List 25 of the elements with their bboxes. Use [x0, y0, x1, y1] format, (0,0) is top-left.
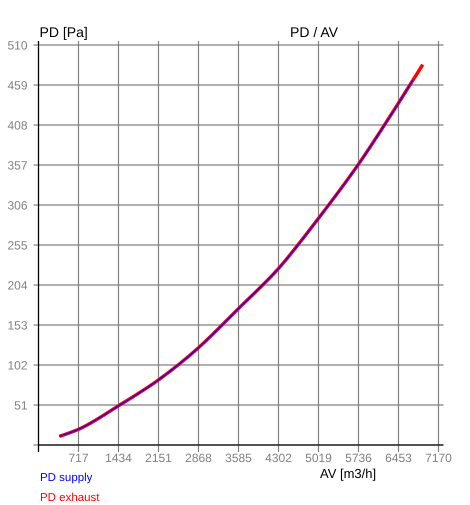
- x-tick-label: 7170: [425, 451, 452, 465]
- y-tick-label: 510: [7, 38, 28, 52]
- y-tick-label: 102: [7, 358, 28, 372]
- chart-title: PD / AV: [290, 24, 339, 40]
- x-tick-label: 5019: [305, 451, 332, 465]
- y-tick-label: 255: [7, 238, 28, 252]
- x-tick-label: 4302: [265, 451, 292, 465]
- text: PD supply: [40, 472, 93, 484]
- x-axis-title: AV [m3/h]: [320, 466, 376, 481]
- y-tick-label: 153: [7, 318, 28, 332]
- y-tick-label: 408: [7, 118, 28, 132]
- y-tick-label: 459: [7, 78, 28, 92]
- x-tick-label: 5736: [345, 451, 372, 465]
- x-tick-label: 6453: [385, 451, 412, 465]
- x-tick-label: 1434: [105, 451, 132, 465]
- text: PD exhaust: [40, 492, 100, 504]
- y-axis-title: PD [Pa]: [40, 24, 88, 40]
- y-tick-label: 204: [7, 278, 28, 292]
- y-tick-label: 306: [7, 198, 28, 212]
- x-tick-label: 3585: [225, 451, 252, 465]
- y-tick-label: 357: [7, 158, 28, 172]
- y-tick-label: 51: [14, 398, 28, 412]
- x-tick-label: 2151: [145, 451, 172, 465]
- x-tick-label: 2868: [185, 451, 212, 465]
- x-tick-label: 717: [68, 451, 89, 465]
